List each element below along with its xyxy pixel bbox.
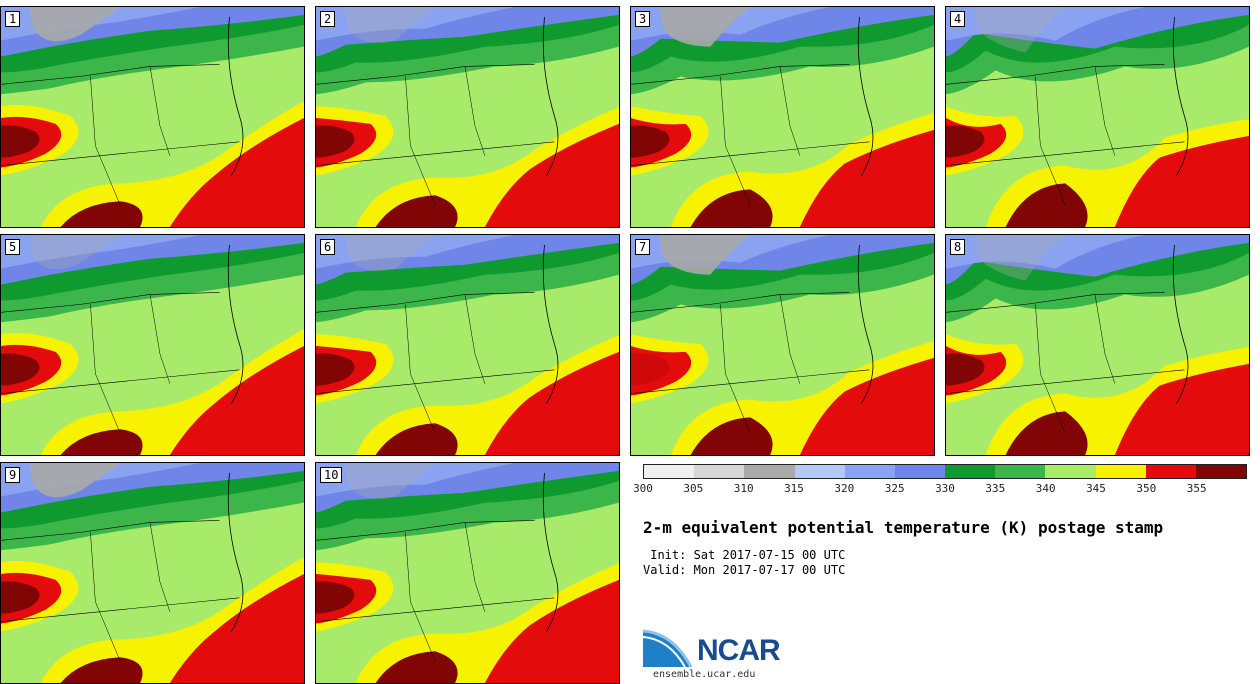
init-time: Init: Sat 2017-07-15 00 UTC — [643, 548, 846, 562]
colorbar-tick-label: 340 — [1035, 482, 1056, 495]
map-field — [1, 235, 304, 455]
member-panel-3: 3 — [630, 6, 935, 228]
member-label: 1 — [5, 11, 21, 27]
colorbar-segment — [694, 465, 745, 478]
colorbar-segment — [794, 465, 845, 478]
colorbar-tick-label: 310 — [733, 482, 754, 495]
valid-time: Valid: Mon 2017-07-17 00 UTC — [643, 563, 846, 577]
colorbar — [643, 464, 1247, 479]
member-panel-1: 1 — [0, 6, 305, 228]
colorbar-tick-label: 350 — [1136, 482, 1157, 495]
member-label: 4 — [950, 11, 966, 27]
member-label: 2 — [320, 11, 336, 27]
colorbar-segment — [894, 465, 946, 478]
ncar-logo-icon — [643, 627, 693, 668]
colorbar-ticks: 300 305 310 315 320 325 330 335 340 345 350 355 — [633, 482, 1247, 496]
member-panel-10: 10 — [315, 462, 620, 684]
member-panel-6: 6 — [315, 234, 620, 456]
colorbar-segment — [1145, 465, 1196, 478]
member-label: 9 — [5, 467, 21, 483]
colorbar-segment — [744, 465, 795, 478]
map-field — [1, 463, 304, 683]
map-field — [946, 235, 1249, 455]
member-panel-8: 8 — [945, 234, 1250, 456]
colorbar-segment — [644, 465, 695, 478]
colorbar-tick-label: 330 — [935, 482, 955, 495]
colorbar-segment — [1045, 465, 1096, 478]
member-panel-2: 2 — [315, 6, 620, 228]
colorbar-segment — [995, 465, 1046, 478]
colorbar-tick-label: 320 — [834, 482, 855, 495]
colorbar-tick-label: 325 — [884, 482, 905, 495]
member-panel-5: 5 — [0, 234, 305, 456]
map-field — [1, 7, 304, 227]
colorbar-segment — [1195, 465, 1247, 478]
member-label: 7 — [635, 239, 651, 255]
member-panel-4: 4 — [945, 6, 1250, 228]
plot-title: 2-m equivalent potential temperature (K)… — [643, 518, 1164, 537]
colorbar-tick-label: 300 — [633, 482, 653, 495]
colorbar-tick-label: 305 — [683, 482, 704, 495]
member-label: 6 — [320, 239, 336, 255]
ncar-logo-text: NCAR — [697, 634, 781, 667]
colorbar-segment — [844, 465, 895, 478]
colorbar-tick-label: 315 — [784, 482, 804, 495]
member-label: 3 — [635, 11, 651, 27]
member-panel-7: 7 — [630, 234, 935, 456]
colorbar-segment — [945, 465, 996, 478]
colorbar-tick-label: 335 — [985, 482, 1006, 495]
colorbar-tick-label: 355 — [1186, 482, 1207, 495]
colorbar-tick-label: 345 — [1086, 482, 1106, 495]
map-field — [631, 7, 934, 227]
logo-url: ensemble.ucar.edu — [653, 669, 756, 680]
map-field — [316, 7, 619, 227]
map-field — [316, 463, 619, 683]
member-panel-9: 9 — [0, 462, 305, 684]
map-field — [631, 235, 934, 455]
map-field — [946, 7, 1249, 227]
member-label: 8 — [950, 239, 966, 255]
colorbar-segment — [1095, 465, 1146, 478]
map-field — [316, 235, 619, 455]
member-label: 10 — [320, 467, 343, 483]
member-label: 5 — [5, 239, 21, 255]
